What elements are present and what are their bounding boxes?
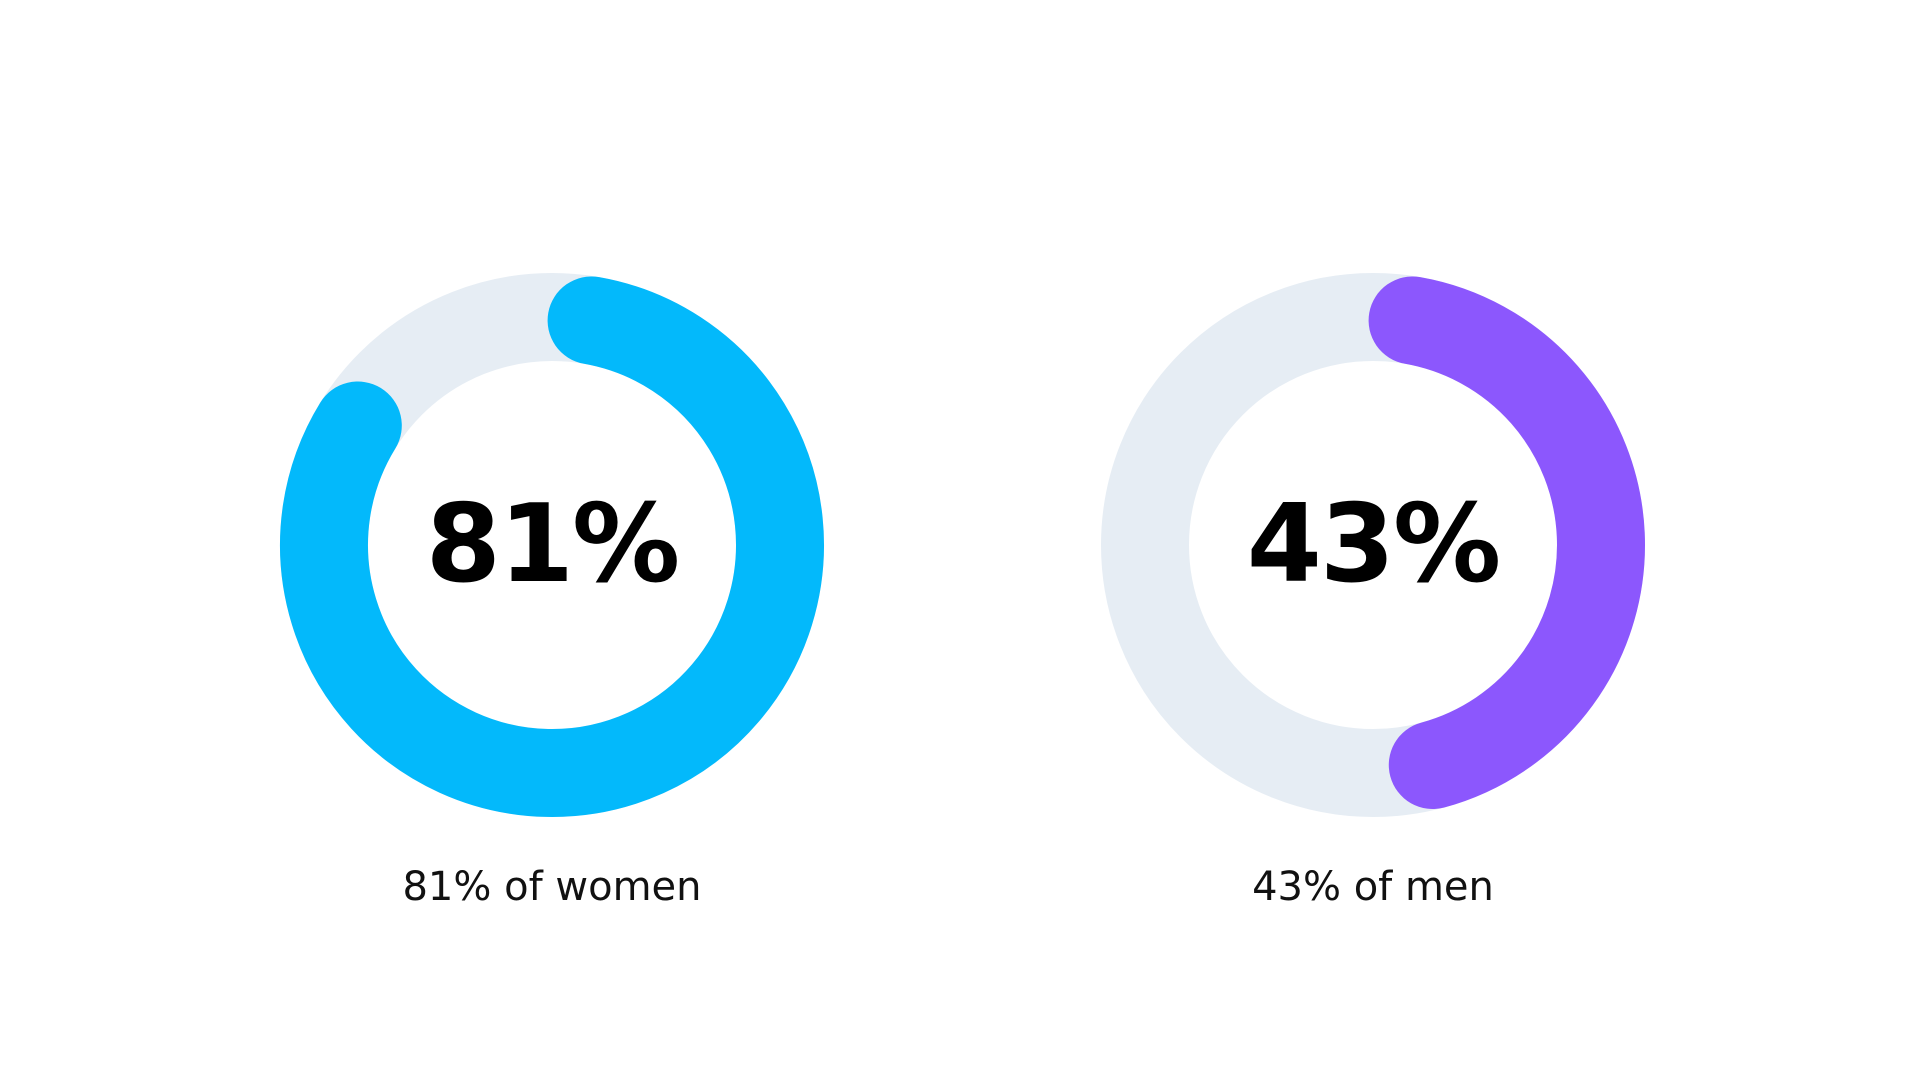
center-value-women: 81%	[425, 482, 681, 607]
caption-women: 81% of women	[402, 864, 702, 910]
donut-chart-women	[280, 273, 824, 817]
donut-arc-women	[280, 276, 824, 817]
gauge-men: 43% 43% of men	[1093, 0, 1653, 1080]
donut-arc-men	[1368, 276, 1645, 810]
center-value-men: 43%	[1246, 482, 1502, 607]
gauge-women: 81% 81% of women	[272, 0, 832, 1080]
caption-men: 43% of men	[1252, 864, 1494, 910]
donut-chart-men	[1101, 273, 1645, 817]
